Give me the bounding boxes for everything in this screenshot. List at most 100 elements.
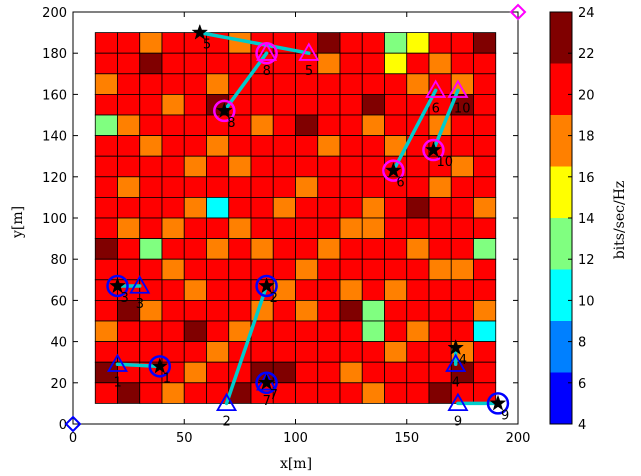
- heatmap-cell: [117, 320, 141, 343]
- heatmap-cell: [406, 299, 430, 322]
- triangle-label: 4: [452, 375, 460, 390]
- heatmap-cell: [206, 135, 230, 157]
- heatmap-cell: [450, 52, 474, 75]
- x-tick-label: 100: [283, 431, 308, 446]
- heatmap-cell: [339, 361, 363, 384]
- heatmap-cell: [94, 73, 118, 95]
- heatmap-cell: [250, 155, 274, 178]
- heatmap-cell: [361, 196, 385, 219]
- heatmap-cell: [117, 341, 141, 363]
- heatmap-cell: [361, 361, 385, 384]
- marker-link: [222, 51, 269, 113]
- heatmap-cell: [117, 135, 141, 157]
- heatmap-cell: [183, 279, 207, 301]
- star-marker: [385, 161, 402, 178]
- heatmap-cell: [428, 299, 452, 322]
- circle-marker: [486, 392, 510, 415]
- heatmap-cell: [406, 238, 430, 260]
- colorbar-segment: [550, 269, 572, 321]
- y-tick-label: 140: [42, 130, 67, 145]
- heatmap-cell: [228, 279, 252, 301]
- heatmap-cell: [339, 155, 363, 178]
- heatmap-cell: [406, 176, 430, 198]
- heatmap-cell: [406, 320, 430, 343]
- heatmap-cell: [139, 217, 163, 240]
- x-tick-label: 200: [506, 431, 531, 446]
- heatmap-cell: [94, 114, 118, 137]
- heatmap-cell: [339, 114, 363, 137]
- heatmap-cell: [206, 299, 230, 322]
- heatmap-cell: [361, 94, 385, 116]
- circle-marker: [213, 99, 236, 123]
- heatmap-cell: [406, 341, 430, 363]
- heatmap-cell: [384, 73, 408, 95]
- heatmap-cell: [317, 320, 341, 343]
- heatmap-cell: [161, 320, 185, 343]
- heatmap-cell: [272, 135, 296, 157]
- star-marker: [215, 102, 233, 119]
- heatmap-cell: [206, 176, 230, 198]
- x-tick-label: 0: [69, 431, 77, 446]
- heatmap-cell: [317, 135, 341, 157]
- heatmap-cell: [272, 176, 296, 198]
- star-label: 5: [203, 38, 211, 53]
- heatmap-cell: [384, 52, 408, 75]
- colorbar-tick-label: 6: [578, 377, 586, 392]
- y-tick-label: 20: [50, 377, 67, 392]
- heatmap-cell: [272, 238, 296, 260]
- heatmap-cell: [317, 258, 341, 281]
- heatmap-cell: [406, 52, 430, 75]
- y-tick-label: 40: [50, 336, 67, 351]
- heatmap-cell: [428, 382, 452, 404]
- heatmap-cell: [139, 320, 163, 343]
- heatmap-cell: [317, 382, 341, 404]
- circle-marker: [422, 138, 445, 162]
- heatmap-cell: [406, 32, 430, 54]
- heatmap-cell: [384, 320, 408, 343]
- heatmap-cell: [406, 196, 430, 219]
- heatmap-cell: [295, 94, 319, 116]
- heatmap-cell: [161, 155, 185, 178]
- heatmap-cell: [139, 155, 163, 178]
- colorbar-tick-label: 14: [578, 212, 595, 227]
- heatmap-cell: [361, 320, 385, 343]
- heatmap-cell: [139, 382, 163, 404]
- colorbar-segment: [550, 372, 572, 424]
- heatmap-cell: [183, 196, 207, 219]
- triangle-label: 6: [432, 101, 440, 116]
- star-label: 2: [270, 291, 278, 306]
- heatmap-cell: [94, 196, 118, 219]
- heatmap-cell: [161, 238, 185, 260]
- heatmap-cell: [228, 258, 252, 281]
- heatmap-cell: [339, 176, 363, 198]
- star-label: 8: [227, 116, 235, 131]
- triangle-marker: [256, 42, 278, 61]
- heatmap-cell: [228, 196, 252, 219]
- marker-link: [391, 88, 438, 173]
- colorbar-tick-label: 20: [578, 88, 595, 103]
- heatmap-cell: [250, 135, 274, 157]
- heatmap-cell: [361, 114, 385, 137]
- heatmap-cell: [384, 217, 408, 240]
- heatmap-cell: [317, 217, 341, 240]
- star-marker: [425, 141, 442, 158]
- circle-marker: [148, 355, 172, 378]
- heatmap-cell: [361, 135, 385, 157]
- heatmap-cell: [161, 217, 185, 240]
- heatmap-cell: [183, 73, 207, 95]
- heatmap-cell: [272, 114, 296, 137]
- colorbar-segment: [550, 115, 572, 167]
- heatmap-cell: [295, 361, 319, 384]
- heatmap-cell: [361, 32, 385, 54]
- heatmap-cell: [361, 238, 385, 260]
- heatmap-cell: [473, 299, 497, 322]
- heatmap-cell: [250, 196, 274, 219]
- colorbar: [549, 11, 573, 425]
- heatmap-cell: [161, 52, 185, 75]
- heatmap-cell: [183, 258, 207, 281]
- heatmap-cell: [473, 196, 497, 219]
- heatmap-cell: [317, 196, 341, 219]
- heatmap-cell: [139, 176, 163, 198]
- heatmap-cell: [228, 135, 252, 157]
